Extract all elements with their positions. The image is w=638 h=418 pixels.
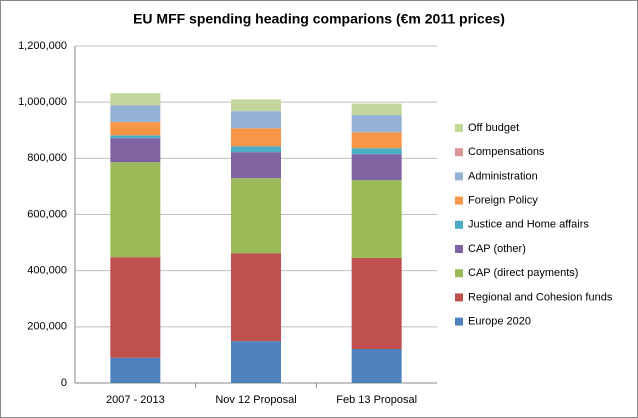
y-tick-label: 1,200,000 bbox=[18, 40, 67, 52]
bar-segment bbox=[351, 349, 402, 383]
bar-segment bbox=[110, 162, 161, 258]
x-tick-label: Feb 13 Proposal bbox=[336, 394, 417, 406]
legend-swatch bbox=[455, 196, 463, 205]
legend-label: Off budget bbox=[468, 122, 519, 134]
bar-segment bbox=[231, 253, 281, 342]
bar-segment bbox=[231, 178, 281, 254]
y-tick-label: 400,000 bbox=[27, 265, 67, 277]
legend-swatch bbox=[455, 124, 463, 132]
bar-segment bbox=[231, 152, 281, 179]
bar-segment bbox=[351, 258, 402, 350]
legend-label: Justice and Home affairs bbox=[468, 219, 589, 231]
bar-segment bbox=[110, 93, 161, 105]
bar-segment bbox=[110, 357, 161, 383]
legend-swatch bbox=[455, 245, 463, 253]
bar-segment bbox=[351, 148, 402, 155]
legend-label: Foreign Policy bbox=[468, 195, 538, 207]
chart-title: EU MFF spending heading comparions (€m 2… bbox=[133, 11, 505, 27]
legend-label: Europe 2020 bbox=[468, 316, 531, 328]
bar-segment bbox=[351, 132, 402, 149]
y-tick-label: 0 bbox=[61, 377, 67, 389]
x-tick-label: 2007 - 2013 bbox=[106, 394, 165, 406]
bar-segment bbox=[351, 103, 402, 116]
y-tick-label: 1,000,000 bbox=[18, 96, 67, 108]
y-tick-label: 200,000 bbox=[27, 321, 67, 333]
legend-swatch bbox=[455, 293, 463, 302]
legend-swatch bbox=[455, 148, 463, 157]
y-tick-label: 600,000 bbox=[27, 208, 67, 220]
bar-segment bbox=[231, 111, 281, 129]
legend-swatch bbox=[455, 172, 463, 181]
bar-segment bbox=[110, 122, 161, 136]
bar-segment bbox=[231, 128, 281, 147]
bar-segment bbox=[110, 135, 161, 139]
bar-segment bbox=[110, 105, 161, 123]
bar-segment bbox=[231, 99, 281, 112]
x-tick-label: Nov 12 Proposal bbox=[215, 394, 296, 406]
legend-label: Regional and Cohesion funds bbox=[468, 291, 613, 303]
legend-label: Administration bbox=[468, 170, 538, 182]
bar-segment bbox=[110, 257, 161, 358]
y-tick-label: 800,000 bbox=[27, 152, 67, 164]
bar-segment bbox=[110, 138, 161, 163]
legend-label: Compensations bbox=[468, 146, 545, 158]
bar-segment bbox=[351, 115, 402, 133]
bar-segment bbox=[231, 146, 281, 153]
legend-swatch bbox=[455, 269, 463, 278]
legend-swatch bbox=[455, 220, 463, 229]
legend-label: CAP (other) bbox=[468, 243, 526, 255]
bar-segment bbox=[231, 341, 281, 383]
legend-swatch bbox=[455, 317, 463, 326]
bar-segment bbox=[351, 154, 402, 181]
bar-segment bbox=[351, 180, 402, 259]
legend-label: CAP (direct payments) bbox=[468, 267, 578, 279]
